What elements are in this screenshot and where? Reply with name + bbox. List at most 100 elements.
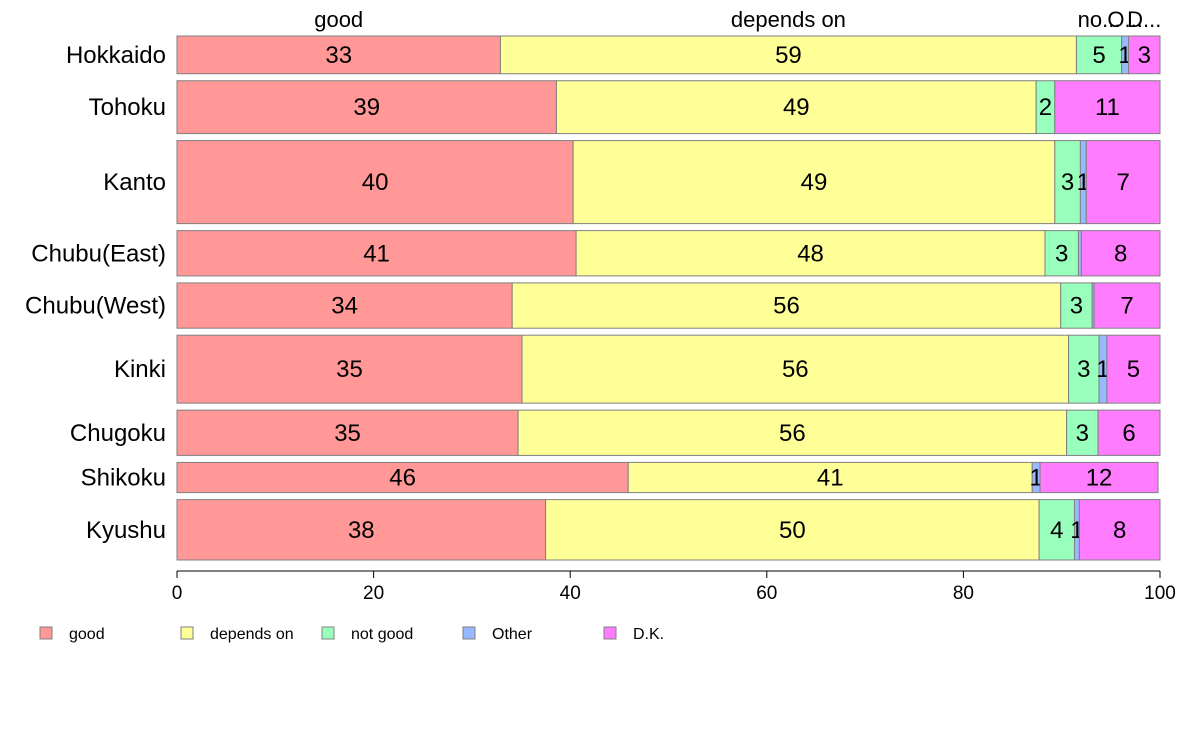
legend-label-d-k: D.K.	[633, 626, 664, 643]
data-label-kyushu-d-k: 8	[1113, 517, 1126, 544]
data-label-tohoku-not-good: 2	[1039, 94, 1052, 121]
bar-segment-tohoku-d-k	[1054, 80, 1161, 135]
bar-segment-shikoku-d-k	[1039, 461, 1159, 494]
bar-segment-hokkaido-good	[176, 35, 501, 75]
data-label-hokkaido-d-k: 3	[1138, 42, 1151, 69]
data-label-kinki-depends-on: 56	[782, 356, 809, 383]
data-label-hokkaido-good: 33	[325, 42, 352, 69]
legend-swatch-not-good	[321, 626, 335, 640]
data-label-hokkaido-depends-on: 59	[775, 42, 802, 69]
bar-segment-chugoku-d-k	[1097, 409, 1161, 456]
bar-segment-hokkaido-not-good	[1075, 35, 1123, 75]
bar-segment-kanto-depends-on	[572, 140, 1056, 225]
x-tick-label-20: 20	[363, 583, 384, 604]
top-label-other: O...	[1107, 7, 1142, 32]
bar-segment-chubu-west-good	[176, 282, 513, 329]
bar-segment-kyushu-d-k	[1078, 499, 1161, 561]
bar-segment-kyushu-good	[176, 499, 547, 561]
bar-segment-kanto-not-good	[1054, 140, 1081, 225]
data-label-chubu-east-good: 41	[363, 240, 390, 267]
top-label-good: good	[314, 7, 363, 32]
data-label-kyushu-not-good: 4	[1050, 517, 1063, 544]
data-label-kyushu-good: 38	[348, 517, 375, 544]
data-label-kinki-d-k: 5	[1127, 356, 1140, 383]
data-label-kinki-other: 1	[1096, 356, 1109, 383]
bar-segment-chubu-east-not-good	[1044, 230, 1079, 277]
data-label-shikoku-other: 1	[1029, 465, 1042, 492]
data-label-chubu-west-d-k: 7	[1120, 293, 1133, 320]
legend-label-not-good: not good	[351, 626, 413, 643]
category-label-shikoku: Shikoku	[81, 465, 166, 492]
data-label-chubu-east-not-good: 3	[1055, 240, 1068, 267]
bar-segment-chubu-east-depends-on	[575, 230, 1046, 277]
legend-label-good: good	[69, 626, 105, 643]
x-tick-label-80: 80	[953, 583, 974, 604]
data-label-hokkaido-not-good: 5	[1092, 42, 1105, 69]
legend-swatch-good	[39, 626, 53, 640]
legend-swatch-other	[462, 626, 476, 640]
x-tick-label-40: 40	[560, 583, 581, 604]
bar-segment-chubu-west-depends-on	[511, 282, 1062, 329]
category-label-chugoku: Chugoku	[70, 420, 166, 447]
data-label-chugoku-depends-on: 56	[779, 420, 806, 447]
category-label-kyushu: Kyushu	[86, 517, 166, 544]
bar-segment-chugoku-depends-on	[517, 409, 1068, 456]
bar-segment-chubu-west-d-k	[1093, 282, 1161, 329]
category-label-chubu-west: Chubu(West)	[25, 293, 166, 320]
data-label-kanto-d-k: 7	[1116, 169, 1129, 196]
category-label-chubu-east: Chubu(East)	[31, 240, 166, 267]
top-label-depends-on: depends on	[731, 7, 846, 32]
bar-segment-shikoku-good	[176, 461, 629, 494]
data-label-chubu-east-d-k: 8	[1114, 240, 1127, 267]
category-label-hokkaido: Hokkaido	[66, 42, 166, 69]
bar-segment-chubu-east-good	[176, 230, 577, 277]
bar-segment-hokkaido-depends-on	[499, 35, 1077, 75]
bar-segment-kinki-d-k	[1106, 334, 1161, 404]
data-label-tohoku-depends-on: 49	[783, 94, 810, 121]
data-label-chubu-west-good: 34	[331, 293, 358, 320]
legend-swatch-depends-on	[180, 626, 194, 640]
data-label-chugoku-not-good: 3	[1076, 420, 1089, 447]
data-label-chubu-west-not-good: 3	[1070, 293, 1083, 320]
data-label-shikoku-good: 46	[389, 465, 416, 492]
x-tick-label-0: 0	[172, 583, 183, 604]
data-label-tohoku-d-k: 11	[1095, 94, 1120, 121]
bar-segment-shikoku-depends-on	[627, 461, 1033, 494]
data-label-kanto-depends-on: 49	[801, 169, 828, 196]
legend-label-depends-on: depends on	[210, 626, 294, 643]
category-label-kanto: Kanto	[103, 169, 166, 196]
data-label-shikoku-depends-on: 41	[817, 465, 844, 492]
data-label-shikoku-d-k: 12	[1086, 465, 1113, 492]
x-tick-label-60: 60	[756, 583, 777, 604]
bar-segment-kyushu-not-good	[1038, 499, 1075, 561]
data-label-kyushu-depends-on: 50	[779, 517, 806, 544]
x-tick-label-100: 100	[1144, 583, 1176, 604]
bar-segment-chugoku-not-good	[1066, 409, 1099, 456]
bar-segment-tohoku-good	[176, 80, 557, 135]
legend-swatch-d-k	[603, 626, 617, 640]
legend-label-other: Other	[492, 626, 533, 643]
data-label-kanto-good: 40	[362, 169, 389, 196]
data-label-kanto-not-good: 3	[1061, 169, 1074, 196]
bar-segment-tohoku-depends-on	[555, 80, 1037, 135]
top-label-d-k: D...	[1127, 7, 1161, 32]
category-label-tohoku: Tohoku	[89, 94, 166, 121]
bar-segment-kanto-good	[176, 140, 574, 225]
data-label-kinki-good: 35	[336, 356, 363, 383]
data-label-chubu-west-depends-on: 56	[773, 293, 800, 320]
bar-segment-kanto-d-k	[1085, 140, 1161, 225]
data-label-tohoku-good: 39	[353, 94, 380, 121]
data-label-chugoku-d-k: 6	[1122, 420, 1135, 447]
category-label-kinki: Kinki	[114, 356, 166, 383]
bar-segment-chubu-west-not-good	[1060, 282, 1093, 329]
bar-segment-hokkaido-d-k	[1128, 35, 1161, 75]
data-label-chubu-east-depends-on: 48	[797, 240, 824, 267]
bar-segment-kyushu-depends-on	[545, 499, 1040, 561]
bar-segment-chubu-east-d-k	[1080, 230, 1161, 277]
bar-segment-kinki-good	[176, 334, 523, 404]
bar-segment-kinki-not-good	[1068, 334, 1100, 404]
data-label-chugoku-good: 35	[334, 420, 361, 447]
data-label-kinki-not-good: 3	[1077, 356, 1090, 383]
top-label-not-good: no...	[1078, 7, 1121, 32]
